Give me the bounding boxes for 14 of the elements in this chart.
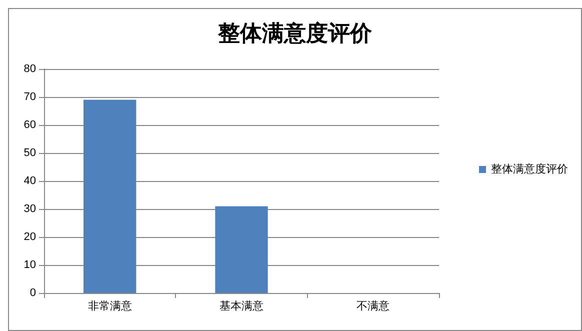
y-tick-label: 30 — [24, 203, 36, 215]
y-tick-label: 40 — [24, 175, 36, 187]
y-tick-label: 70 — [24, 91, 36, 103]
y-tick-label: 50 — [24, 147, 36, 159]
y-tick-label: 0 — [30, 287, 36, 299]
legend-label: 整体满意度评价 — [491, 162, 568, 176]
x-tick-label: 非常满意 — [88, 300, 132, 312]
y-tick-label: 10 — [24, 259, 36, 271]
y-tick-label: 20 — [24, 231, 36, 243]
y-tick-label: 60 — [24, 119, 36, 131]
x-tick-label: 基本满意 — [220, 300, 264, 312]
y-tick-label: 80 — [24, 63, 36, 75]
x-tick-label: 不满意 — [356, 300, 390, 312]
chart-title: 整体满意度评价 — [217, 20, 373, 46]
